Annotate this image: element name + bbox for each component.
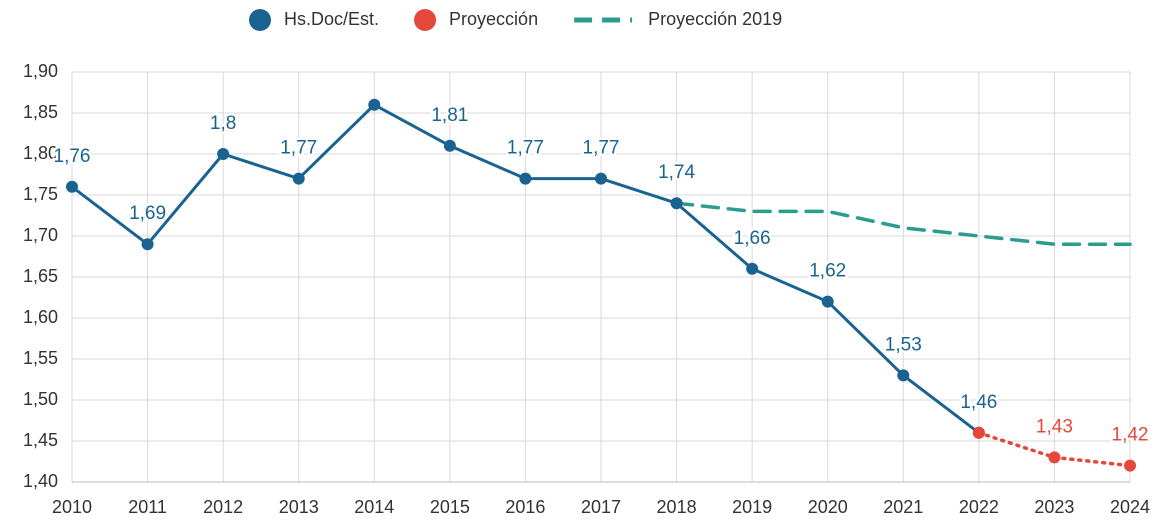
data-label: 1,53 bbox=[885, 334, 922, 355]
data-point bbox=[66, 180, 78, 193]
y-tick-label: 1,80 bbox=[23, 143, 58, 163]
legend-marker bbox=[414, 9, 437, 31]
data-point bbox=[141, 238, 154, 251]
y-tick-label: 1,45 bbox=[23, 430, 58, 450]
series-line bbox=[674, 201, 1132, 246]
data-label: 1,8 bbox=[210, 113, 236, 134]
y-tick-label: 1,50 bbox=[23, 389, 58, 409]
x-tick-label: 2013 bbox=[279, 497, 319, 517]
legend-label: Proyección bbox=[449, 9, 538, 29]
data-label: 1,69 bbox=[129, 203, 166, 224]
data-label: 1,74 bbox=[658, 162, 695, 183]
x-tick-label: 2021 bbox=[883, 497, 923, 517]
x-tick-label: 2022 bbox=[959, 497, 999, 517]
data-label: 1,42 bbox=[1112, 425, 1149, 446]
data-point bbox=[821, 295, 834, 308]
x-tick-label: 2012 bbox=[203, 497, 243, 517]
x-tick-label: 2011 bbox=[128, 497, 167, 517]
legend-label: Proyección 2019 bbox=[648, 9, 782, 29]
data-label: 1,77 bbox=[280, 138, 317, 159]
x-tick-label: 2023 bbox=[1034, 497, 1074, 517]
y-tick-label: 1,60 bbox=[23, 307, 58, 327]
data-point bbox=[519, 172, 532, 185]
data-point bbox=[217, 148, 230, 160]
data-point bbox=[292, 172, 305, 185]
x-tick-label: 2017 bbox=[581, 497, 621, 517]
y-tick-label: 1,75 bbox=[23, 184, 58, 204]
data-label: 1,46 bbox=[960, 392, 997, 413]
data-label: 1,66 bbox=[734, 228, 771, 249]
y-tick-label: 1,90 bbox=[23, 61, 58, 81]
data-label: 1,76 bbox=[54, 146, 91, 167]
data-point bbox=[1124, 459, 1136, 472]
data-point bbox=[897, 369, 910, 382]
y-tick-label: 1,40 bbox=[23, 471, 58, 491]
data-label: 1,77 bbox=[583, 138, 620, 159]
x-tick-label: 2019 bbox=[732, 497, 772, 517]
x-tick-label: 2020 bbox=[808, 497, 848, 517]
x-tick-label: 2016 bbox=[505, 497, 545, 517]
x-tick-label: 2015 bbox=[430, 497, 470, 517]
data-label: 1,81 bbox=[431, 105, 468, 126]
data-point bbox=[368, 98, 381, 111]
x-tick-label: 2018 bbox=[657, 497, 697, 517]
data-point bbox=[1048, 451, 1061, 464]
data-point bbox=[595, 172, 607, 185]
x-tick-label: 2024 bbox=[1110, 497, 1150, 517]
data-point bbox=[670, 197, 683, 210]
x-tick-label: 2014 bbox=[354, 497, 394, 517]
y-tick-label: 1,55 bbox=[23, 348, 58, 368]
data-point bbox=[746, 262, 759, 275]
data-point bbox=[443, 139, 456, 152]
data-point bbox=[972, 426, 985, 439]
data-label: 1,77 bbox=[507, 138, 544, 159]
y-tick-label: 1,85 bbox=[23, 102, 58, 122]
data-label: 1,43 bbox=[1036, 416, 1073, 437]
data-label: 1,62 bbox=[809, 261, 846, 282]
legend-label: Hs.Doc/Est. bbox=[284, 9, 379, 29]
y-tick-label: 1,65 bbox=[23, 266, 58, 286]
y-tick-label: 1,70 bbox=[23, 225, 58, 245]
legend-marker bbox=[249, 9, 271, 31]
x-tick-label: 2010 bbox=[52, 497, 92, 517]
